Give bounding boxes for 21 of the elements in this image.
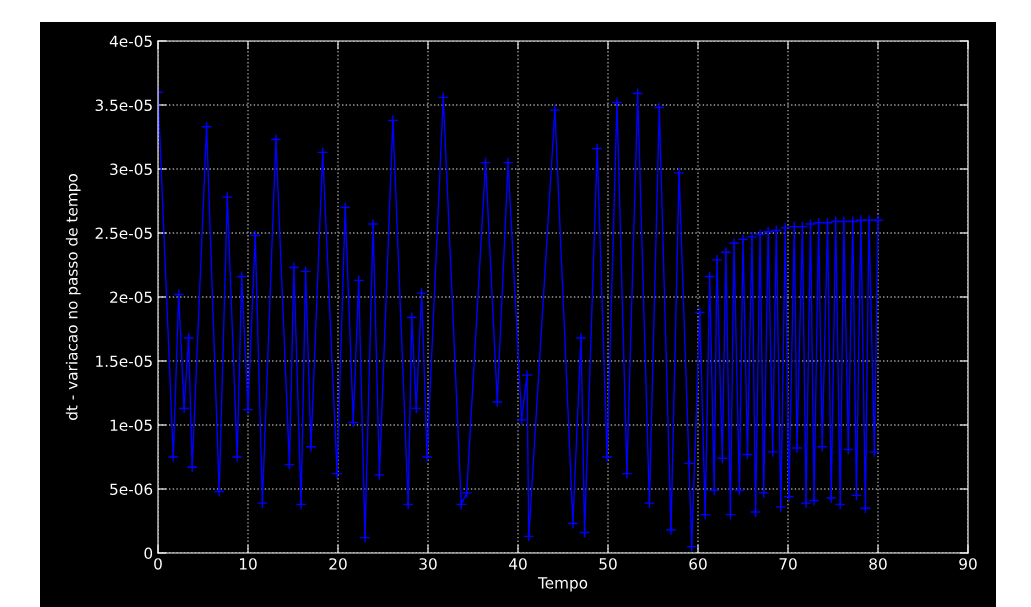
- y-tick-label: 2e-05: [110, 291, 152, 304]
- x-tick-label: 0: [154, 558, 162, 570]
- x-tick-label: 10: [239, 558, 257, 570]
- y-tick-label: 1e-05: [110, 419, 152, 432]
- y-tick-label: 5e-06: [110, 483, 153, 496]
- y-tick-label: 0: [144, 547, 153, 560]
- y-tick-label: 1.5e-05: [96, 355, 152, 368]
- x-tick-label: 40: [509, 558, 527, 570]
- y-tick-label: 3e-05: [110, 163, 152, 176]
- x-tick-label: 50: [599, 558, 617, 570]
- y-axis-title: dt - variacao no passo de tempo: [65, 174, 81, 420]
- y-tick-label: 4e-05: [109, 35, 152, 48]
- x-tick-label: 70: [779, 558, 797, 570]
- x-tick-label: 20: [329, 558, 347, 570]
- x-tick-label: 90: [959, 558, 977, 570]
- x-axis-title: Tempo: [537, 577, 588, 592]
- x-tick-label: 30: [419, 558, 437, 570]
- y-tick-label: 2.5e-05: [95, 227, 152, 240]
- y-tick-label: 3.5e-05: [95, 99, 152, 112]
- x-tick-label: 80: [869, 558, 887, 570]
- x-tick-label: 60: [689, 558, 707, 570]
